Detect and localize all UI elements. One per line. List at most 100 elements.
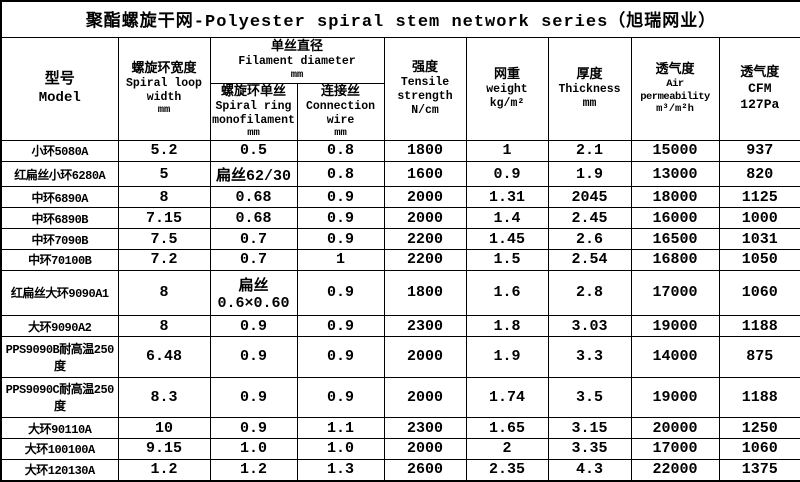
cell-cfm: 1050 [718,248,800,271]
header-weight-en: weight [486,83,528,97]
header-monofilament-en: Spiral ring monofilament [212,99,295,127]
cell-thickness: 2045 [547,186,632,209]
cell-permeability: 19000 [630,315,720,337]
header-weight-unit: kg/m² [489,96,525,110]
cell-connection: 1.3 [296,458,385,482]
cell-cfm: 1031 [718,228,800,250]
col-header-cfm: 透气度 CFM 127Pa [718,36,800,141]
header-strength-en: Tensile strength [397,76,453,103]
cell-permeability: 22000 [630,458,720,482]
cell-model: 小环5080A [0,139,119,162]
cell-thickness: 1.9 [547,160,632,188]
header-cfm-zh: 透气度 [740,65,780,80]
cell-monofilament: 0.5 [209,139,298,162]
cell-monofilament: 扁丝62/30 [209,160,298,188]
cell-model: 中环70100B [0,248,119,271]
table-row: 大环90110A 10 0.9 1.1 2300 1.65 3.15 20000 1250 [0,417,800,440]
cell-spiral_width: 5.2 [117,139,211,162]
table-row: 大环100100A 9.15 1.0 1.0 2000 2 3.35 17000 1060 [0,438,800,460]
header-model-en: Model [38,89,81,106]
cell-thickness: 4.3 [547,458,632,482]
header-connection-unit: mm [334,127,347,140]
cell-weight: 1.4 [465,207,549,230]
cell-permeability: 16500 [630,228,720,250]
cell-weight: 1.74 [465,376,549,419]
cell-cfm: 875 [718,335,800,378]
cell-permeability: 14000 [630,335,720,378]
cell-model: 中环7090B [0,228,119,250]
cell-cfm: 1250 [718,417,800,440]
cell-spiral_width: 8 [117,186,211,209]
col-header-permeability: 透气度 Air permeability m³/m²h [630,36,720,141]
cell-cfm: 1188 [718,315,800,337]
cell-spiral_width: 7.5 [117,228,211,250]
cell-strength: 2300 [383,417,467,440]
cell-monofilament: 0.9 [209,417,298,440]
cell-connection: 0.8 [296,139,385,162]
header-strength-zh: 强度 [411,59,438,75]
cell-monofilament: 0.7 [209,228,298,250]
col-header-model: 型号 Model [0,36,119,141]
col-header-weight: 网重 weight kg/m² [465,36,549,141]
cell-permeability: 16800 [630,248,720,271]
cell-cfm: 1060 [718,269,800,317]
header-weight-zh: 网重 [493,66,520,82]
header-strength-unit: N/cm [411,103,439,117]
cell-connection: 0.9 [296,315,385,337]
cell-permeability: 19000 [630,376,720,419]
header-thickness-en: Thickness [558,83,621,97]
header-cfm-en: CFM [748,81,772,97]
table-row: 大环120130A 1.2 1.2 1.3 2600 2.35 4.3 22000 1375 [0,458,800,482]
cell-spiral_width: 1.2 [117,458,211,482]
header-spiral-width-unit: mm [157,104,171,117]
cell-model: 大环9090A2 [0,315,119,337]
cell-connection: 0.9 [296,335,385,378]
cell-thickness: 2.8 [547,269,632,317]
cell-spiral_width: 9.15 [117,438,211,460]
cell-permeability: 17000 [630,438,720,460]
col-header-thickness: 厚度 Thickness mm [547,36,632,141]
table-row: 中环6890B 7.15 0.68 0.9 2000 1.4 2.45 16000 1000 [0,207,800,230]
cell-cfm: 1000 [718,207,800,230]
header-filament-zh: 单丝直径 [270,38,323,54]
header-monofilament-unit: mm [247,127,260,140]
table-row: PPS9090C耐高温250度 8.3 0.9 0.9 2000 1.74 3.5 19000… [0,376,800,419]
cell-connection: 0.9 [296,186,385,209]
cell-weight: 2 [465,438,549,460]
cell-thickness: 3.03 [547,315,632,337]
title-row: 聚酯螺旋干网-Polyester spiral stem network ser… [0,0,800,38]
cell-model: 大环100100A [0,438,119,460]
cell-cfm: 820 [718,160,800,188]
cell-model: PPS9090C耐高温250度 [0,376,119,419]
cell-weight: 1.9 [465,335,549,378]
cell-spiral_width: 10 [117,417,211,440]
cell-cfm: 1375 [718,458,800,482]
header-connection-en: Connection wire [305,99,375,127]
cell-monofilament: 0.9 [209,315,298,337]
header-filament-en: Filament diameter [238,54,356,68]
header-thickness-zh: 厚度 [576,66,603,82]
cell-strength: 2200 [383,228,467,250]
cell-strength: 1800 [383,139,467,162]
cell-connection: 1.0 [296,438,385,460]
cell-spiral_width: 8 [117,315,211,337]
page-title: 聚酯螺旋干网-Polyester spiral stem network ser… [0,0,800,38]
cell-connection: 1 [296,248,385,271]
col-header-monofilament: 螺旋环单丝 Spiral ring monofilament mm [209,82,298,141]
cell-permeability: 18000 [630,186,720,209]
cell-connection: 0.8 [296,160,385,188]
table-row: PPS9090B耐高温250度 6.48 0.9 0.9 2000 1.9 3.3 14000… [0,335,800,378]
cell-thickness: 3.5 [547,376,632,419]
cell-strength: 1600 [383,160,467,188]
header-thickness-unit: mm [582,96,597,110]
cell-spiral_width: 7.2 [117,248,211,271]
cell-thickness: 3.15 [547,417,632,440]
table-row: 中环70100B 7.2 0.7 1 2200 1.5 2.54 16800 1050 [0,248,800,271]
cell-monofilament: 1.0 [209,438,298,460]
header-permeability-zh: 透气度 [655,61,695,77]
table-body: 小环5080A 5.2 0.5 0.8 1800 1 2.1 15000 937 红扁丝小环628… [0,139,800,482]
cell-monofilament: 1.2 [209,458,298,482]
cell-monofilament: 0.9 [209,376,298,419]
